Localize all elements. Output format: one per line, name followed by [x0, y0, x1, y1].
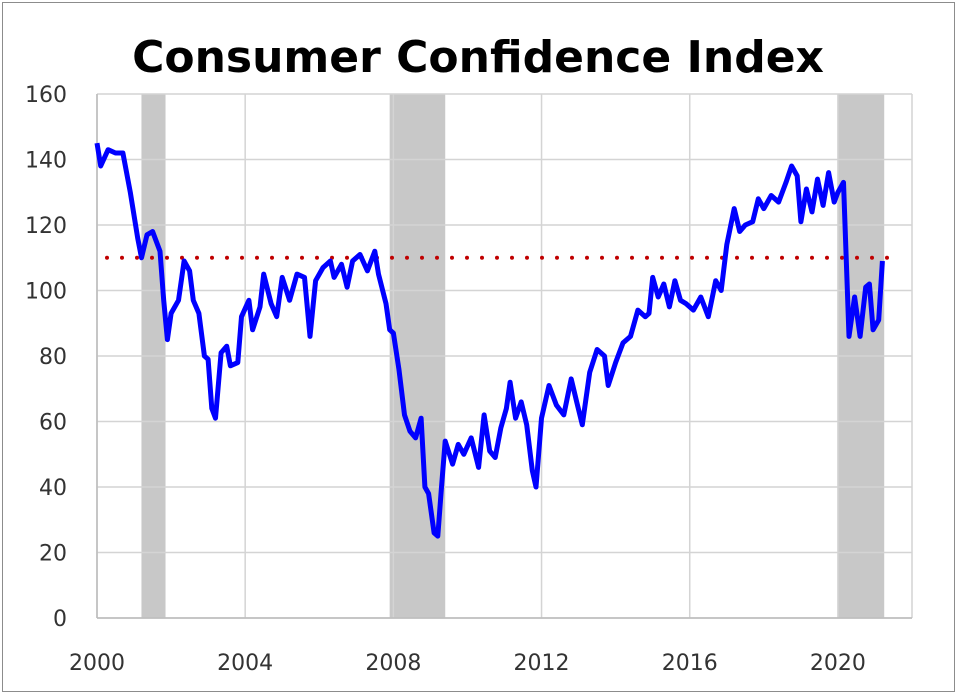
y-tick-label: 100 [25, 280, 67, 305]
y-tick-label: 60 [39, 411, 67, 436]
y-tick-label: 120 [25, 214, 67, 239]
y-tick-label: 160 [25, 83, 67, 108]
y-tick-label: 40 [39, 476, 67, 501]
x-tick-label: 2000 [69, 651, 125, 676]
series-line [94, 142, 885, 539]
y-tick-label: 0 [53, 607, 67, 632]
x-tick-label: 2016 [662, 651, 718, 676]
x-tick-label: 2008 [365, 651, 421, 676]
x-tick-label: 2004 [217, 651, 273, 676]
y-tick-label: 140 [25, 149, 67, 174]
x-tick-label: 2012 [514, 651, 570, 676]
y-tick-label: 20 [39, 542, 67, 567]
y-tick-label: 80 [39, 345, 67, 370]
x-tick-label: 2020 [810, 651, 866, 676]
chart-title: Consumer Confidence Index [132, 32, 824, 83]
